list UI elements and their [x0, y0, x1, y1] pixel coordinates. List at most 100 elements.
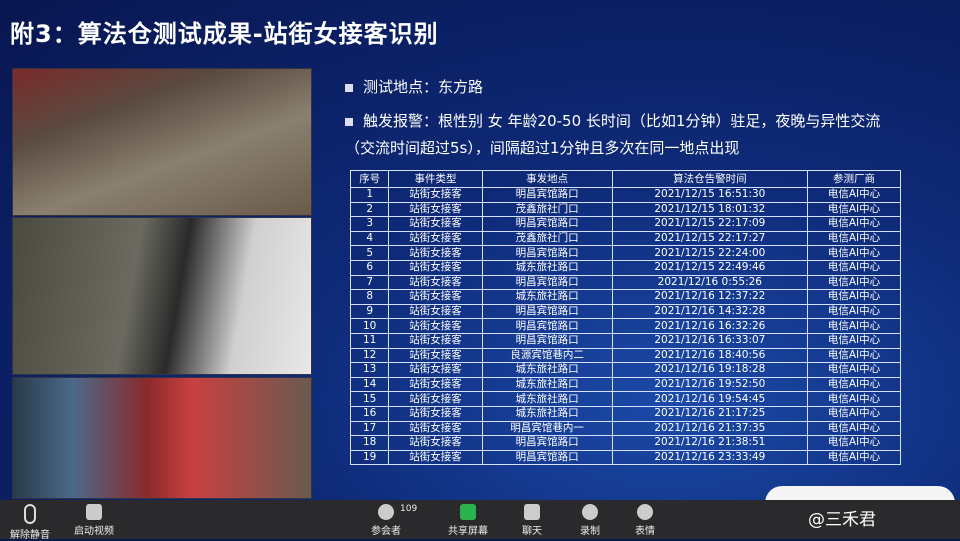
table-cell: 站街女接客	[388, 216, 483, 232]
reactions-button[interactable]: 表情	[615, 504, 675, 537]
table-cell: 站街女接客	[388, 303, 483, 320]
table-cell: 2021/12/16 16:33:07	[611, 332, 809, 349]
table-cell: 站街女接客	[388, 420, 483, 437]
table-cell: 明昌宾馆路口	[481, 449, 613, 466]
table-cell: 站街女接客	[388, 274, 483, 291]
table-row: 13 站街女接客 城东旅社路口 2021/12/16 19:18:28 电信AI中心	[349, 362, 901, 378]
table-row: 15 站街女接客 城东旅社路口 2021/12/16 19:54:45 电信AI中心	[349, 391, 901, 407]
table-cell: 茂鑫旅社门口	[481, 230, 613, 247]
video-button[interactable]: 启动视频	[64, 504, 124, 537]
table-cell: 17	[349, 420, 390, 437]
table-cell: 电信AI中心	[807, 405, 901, 422]
table-cell: 2021/12/16 18:40:56	[611, 347, 809, 364]
table-cell: 明昌宾馆路口	[481, 435, 613, 451]
table-cell: 电信AI中心	[807, 435, 901, 451]
table-cell: 12	[349, 347, 390, 364]
table-cell: 2021/12/16 19:54:45	[611, 391, 809, 407]
header-cell: 事发地点	[481, 170, 613, 188]
header-cell: 算法仓告警时间	[611, 170, 809, 188]
table-row: 11 站街女接客 明昌宾馆路口 2021/12/16 16:33:07 电信AI中心	[349, 332, 901, 349]
table-cell: 站街女接客	[388, 318, 483, 334]
label: 解除静音	[10, 530, 50, 541]
table-cell: 明昌宾馆路口	[481, 216, 613, 232]
table-row: 5 站街女接客 明昌宾馆路口 2021/12/15 22:24:00 电信AI中心	[349, 245, 901, 261]
table-cell: 站街女接客	[388, 259, 483, 276]
table-cell: 2021/12/15 18:01:32	[611, 201, 809, 218]
table-cell: 城东旅社路口	[481, 376, 613, 393]
participants-button[interactable]: 参会者 109	[356, 504, 418, 537]
table-row: 4 站街女接客 茂鑫旅社门口 2021/12/15 22:17:27 电信AI中心	[349, 230, 901, 247]
table-cell: 茂鑫旅社门口	[481, 201, 613, 218]
label: 共享屏幕	[448, 526, 488, 537]
table-cell: 电信AI中心	[807, 259, 901, 276]
table-cell: 站街女接客	[388, 449, 483, 466]
bullet-text: 测试地点：东方路	[363, 78, 484, 96]
table-cell: 2021/12/16 16:32:26	[611, 318, 809, 334]
table-cell: 电信AI中心	[807, 362, 901, 378]
table-cell: 2021/12/15 22:49:46	[611, 259, 809, 276]
table-cell: 明昌宾馆路口	[481, 274, 613, 291]
table-cell: 电信AI中心	[807, 289, 901, 305]
table-cell: 13	[349, 362, 390, 378]
table-cell: 19	[349, 449, 390, 466]
chat-button[interactable]: 聊天	[502, 504, 562, 537]
table-cell: 站街女接客	[388, 332, 483, 349]
camera-frame	[12, 377, 312, 499]
toolbar: 解除静音 启动视频 参会者 109 共享屏幕 聊天 录制 表情	[0, 500, 960, 541]
table-row: 19 站街女接客 明昌宾馆路口 2021/12/16 23:33:49 电信AI中心	[349, 449, 901, 466]
table-cell: 明昌宾馆路口	[481, 318, 613, 334]
table-cell: 电信AI中心	[807, 332, 901, 349]
table-cell: 电信AI中心	[807, 391, 901, 407]
table-cell: 站街女接客	[388, 391, 483, 407]
table-cell: 2021/12/16 19:52:50	[611, 376, 809, 393]
table-row: 8 站街女接客 城东旅社路口 2021/12/16 12:37:22 电信AI中心	[349, 289, 901, 305]
alert-table: 序号 事件类型 事发地点 算法仓告警时间 参测厂商 1 站街女接客 明昌宾馆路口 2021/12…	[349, 170, 901, 466]
table-cell: 电信AI中心	[807, 245, 901, 261]
table-cell: 2021/12/15 16:51:30	[611, 187, 809, 203]
table-cell: 2021/12/16 12:37:22	[611, 289, 809, 305]
table-cell: 2021/12/16 19:18:28	[611, 362, 809, 378]
table-cell: 8	[349, 289, 390, 305]
count: 109	[400, 504, 418, 514]
label: 表情	[635, 526, 655, 537]
table-cell: 14	[349, 376, 390, 393]
table-cell: 站街女接客	[388, 245, 483, 261]
label: 录制	[580, 526, 600, 537]
header-cell: 参测厂商	[807, 170, 901, 188]
table-cell: 9	[349, 303, 390, 320]
table-cell: 城东旅社路口	[481, 405, 613, 422]
unmute-button[interactable]: 解除静音	[0, 504, 60, 541]
table-cell: 城东旅社路口	[481, 289, 613, 305]
table-cell: 电信AI中心	[807, 187, 901, 203]
table-cell: 2021/12/15 22:17:09	[611, 216, 809, 232]
watermark: @三禾君	[808, 510, 876, 530]
table-cell: 1	[349, 187, 390, 203]
table-row: 1 站街女接客 明昌宾馆路口 2021/12/15 16:51:30 电信AI中心	[349, 187, 901, 203]
table-row: 10 站街女接客 明昌宾馆路口 2021/12/16 16:32:26 电信AI中心	[349, 318, 901, 334]
table-cell: 2021/12/15 22:17:27	[611, 230, 809, 247]
table-cell: 站街女接客	[388, 435, 483, 451]
table-cell: 明昌宾馆路口	[481, 303, 613, 320]
table-row: 9 站街女接客 明昌宾馆路口 2021/12/16 14:32:28 电信AI中心	[349, 303, 901, 320]
table-cell: 站街女接客	[388, 405, 483, 422]
share-button[interactable]: 共享屏幕	[438, 504, 498, 537]
table-cell: 电信AI中心	[807, 230, 901, 247]
header-cell: 事件类型	[388, 170, 483, 188]
table-cell: 2021/12/16 23:33:49	[611, 449, 809, 466]
table-row: 6 站街女接客 城东旅社路口 2021/12/15 22:49:46 电信AI中心	[349, 259, 901, 276]
table-cell: 电信AI中心	[807, 347, 901, 364]
record-button[interactable]: 录制	[560, 504, 620, 537]
table-cell: 3	[349, 216, 390, 232]
table-row: 7 站街女接客 明昌宾馆路口 2021/12/16 0:55:26 电信AI中心	[349, 274, 901, 291]
table-cell: 站街女接客	[388, 230, 483, 247]
table-cell: 站街女接客	[388, 347, 483, 364]
label: 参会者	[371, 526, 401, 537]
slide-title: 附3：算法仓测试成果-站街女接客识别	[10, 20, 439, 48]
table-cell: 电信AI中心	[807, 318, 901, 334]
table-row: 12 站街女接客 良源宾馆巷内二 2021/12/16 18:40:56 电信AI中心	[349, 347, 901, 364]
bullet: 触发报警：根性别 女 年龄20-50 长时间（比如1分钟）驻足，夜晚与异性交流（…	[345, 108, 905, 162]
table-cell: 城东旅社路口	[481, 391, 613, 407]
table-cell: 2021/12/16 21:38:51	[611, 435, 809, 451]
table-cell: 2	[349, 201, 390, 218]
table-cell: 明昌宾馆巷内一	[481, 420, 613, 437]
